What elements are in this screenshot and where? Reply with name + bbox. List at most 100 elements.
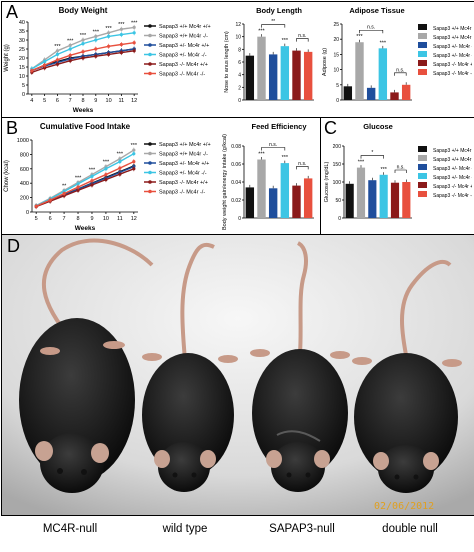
x-tick-label: 7 [63,216,66,222]
chart-title: Feed Efficiency [251,122,307,131]
y-tick-label: 2 [238,85,241,91]
caption-mc4r-null: MC4R-null [42,523,98,535]
bar [379,174,388,218]
significance-label: *** [105,26,112,32]
significance-bracket [296,166,309,170]
y-tick-label: 0 [336,98,339,104]
y-tick-label: 10 [19,74,25,80]
legend-marker [148,43,152,47]
panel-a-letter: A [6,2,19,22]
bar-significance-label: *** [282,38,289,44]
y-tick-label: 800 [20,152,29,158]
bar [402,182,411,218]
y-tick-label: 400 [20,181,29,187]
significance-bracket [360,155,384,159]
bar-significance-label: *** [258,152,265,158]
mouse-double-null [352,259,462,493]
bar [245,187,255,218]
bracket-label: * [371,150,373,156]
panel-d-photo: D 02/06/2012 [1,234,474,516]
bar [257,36,266,100]
legend-label: Sapap3 +/- Mc4r -/- [159,53,207,59]
y-axis-label: Chow (kcal) [4,160,10,192]
y-tick-label: 0 [26,210,29,216]
y-tick-label: 25 [333,22,339,28]
legend-swatch [418,173,427,179]
x-tick-label: 4 [30,98,33,104]
legend-label: Sapap3 +/+ Mc4r -/- [433,157,472,163]
chart-title: Body Length [256,6,302,15]
legend-label: Sapap3 +/- Mc4r +/+ [159,43,209,49]
y-axis-label: Adipose (g) [322,48,328,76]
legend-label: Sapap3 +/+ Mc4r +/+ [433,26,472,32]
panel-b-letter: B [6,118,19,138]
bracket-label: n.s. [397,165,405,171]
y-tick-label: 0 [238,98,241,104]
bar-significance-label: *** [282,155,289,161]
significance-label: *** [75,175,82,181]
bar [356,167,366,218]
x-axis-label: Weeks [73,107,94,114]
legend-label: Sapap3 -/- Mc4r +/+ [159,62,208,68]
y-tick-label: 4 [238,73,241,79]
x-tick-label: 10 [103,216,109,222]
bar [368,180,377,218]
y-tick-label: 5 [22,83,25,89]
significance-label: *** [93,29,100,35]
legend-marker [148,189,152,194]
significance-bracket [261,147,286,151]
y-tick-label: 15 [19,65,25,71]
legend-label: Sapap3 +/- Mc4r -/- [433,175,472,181]
legend-label: Sapap3 +/+ Mc4r -/- [159,34,208,40]
y-tick-label: 0.02 [231,198,241,204]
y-tick-label: 25 [19,47,25,53]
significance-bracket [261,24,286,28]
legend-marker [148,151,152,156]
adipose-tissue-chart: 0 5 10 15 20 25 Adipose (g) Adipose Tissue *** **… [322,6,472,104]
x-tick-label: 9 [94,98,97,104]
legend-marker [148,71,152,76]
legend-marker [148,180,152,184]
significance-label: *** [117,152,124,158]
mice-illustration [2,235,474,515]
significance-label: *** [54,44,61,50]
chart-title: Adipose Tissue [349,6,404,15]
y-tick-label: 0.04 [231,180,241,186]
legend-marker [148,62,152,66]
legend-swatch [418,146,427,152]
y-tick-label: 35 [19,29,25,35]
y-tick-label: 150 [333,162,342,168]
y-axis-label: Nose to anus length (cm) [224,31,230,93]
x-tick-label: 11 [119,98,125,104]
y-tick-label: 20 [333,37,339,43]
legend-swatch [418,182,427,188]
y-tick-label: 12 [235,22,241,28]
chart-title: Body Weight [59,6,108,15]
chart-title: Glucose [363,122,393,131]
legend-swatch [418,42,427,48]
caption-double-null: double null [382,523,438,535]
legend-label: Sapap3 -/- Mc4r -/- [159,190,205,196]
legend-swatch [418,164,427,170]
legend-swatch [418,191,427,197]
chart-title: Cumulative Food Intake [40,122,131,131]
bar [257,159,266,218]
legend-marker [148,33,152,38]
legend-swatch [418,33,427,39]
caption-sapap3-null: SAPAP3-null [269,523,335,535]
mouse-sapap3-null [250,241,350,492]
significance-label: *** [80,33,87,39]
significance-label: *** [118,22,125,28]
y-tick-label: 6 [238,60,241,66]
significance-label: *** [131,143,138,149]
x-tick-label: 12 [131,216,137,222]
legend-label: Sapap3 +/- Mc4r +/+ [159,161,209,167]
bar-significance-label: *** [258,29,265,35]
x-tick-label: 6 [56,98,59,104]
x-tick-label: 9 [90,216,93,222]
bar [401,84,411,100]
bar-significance-label: *** [358,160,365,166]
y-tick-label: 100 [333,180,342,186]
legend-label: Sapap3 +/+ Mc4r -/- [433,35,472,41]
